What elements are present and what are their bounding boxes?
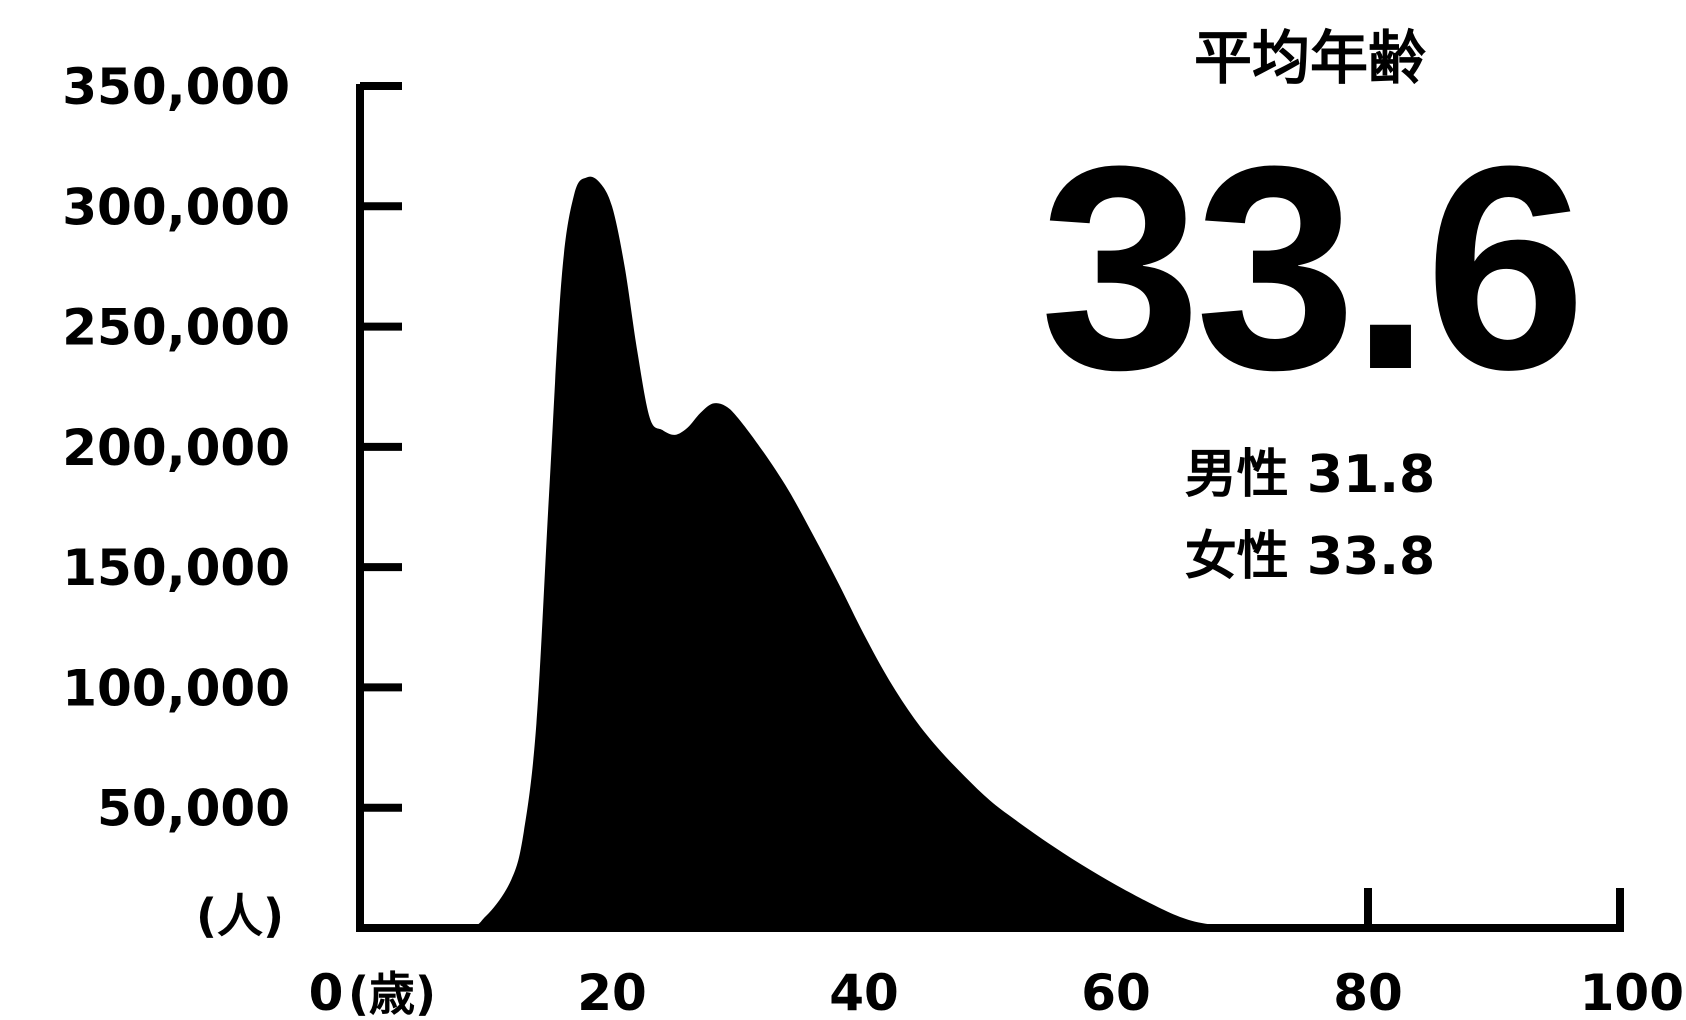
female-average-age: 女性 33.8 <box>1185 527 1435 587</box>
x-ticks: 0 (歳) 20 40 60 80 100 <box>309 888 1684 1020</box>
x-tick-label: 100 <box>1580 964 1684 1020</box>
y-tick-label: 250,000 <box>62 299 290 357</box>
x-unit-label: (歳) <box>348 967 436 1020</box>
y-ticks: 50,000 100,000 150,000 200,000 250,000 300,00… <box>62 58 402 838</box>
y-tick-label: 300,000 <box>62 178 290 236</box>
population-area <box>360 176 1620 929</box>
y-tick-label: 100,000 <box>62 659 290 717</box>
y-tick-label: 150,000 <box>62 539 290 597</box>
y-unit-label: (人) <box>196 889 284 943</box>
average-age-title: 平均年齢 <box>1194 24 1426 92</box>
male-average-age: 男性 31.8 <box>1185 445 1435 505</box>
x-tick-label: 40 <box>829 964 899 1020</box>
y-tick-label: 50,000 <box>97 780 290 838</box>
area-layer <box>360 176 1620 929</box>
axes <box>356 84 1624 932</box>
average-age-panel: 平均年齢 33.6 男性 31.8 女性 33.8 <box>1040 24 1586 587</box>
average-age-value: 33.6 <box>1040 106 1580 430</box>
x-tick-label: 80 <box>1333 964 1403 1020</box>
x-tick-label: 60 <box>1081 964 1151 1020</box>
y-tick-label: 200,000 <box>62 419 290 477</box>
x-tick-label: 20 <box>577 964 647 1020</box>
y-tick-label: 350,000 <box>62 58 290 116</box>
x-tick-label: 0 <box>309 964 344 1020</box>
